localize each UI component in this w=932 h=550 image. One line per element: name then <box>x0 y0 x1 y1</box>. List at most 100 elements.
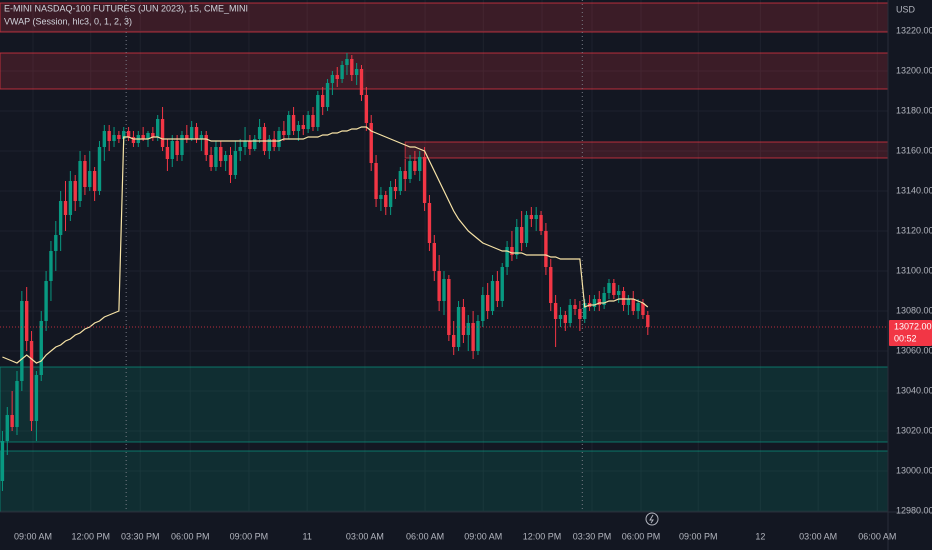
candle-body <box>592 299 597 307</box>
candle-body <box>631 299 635 311</box>
x-tick-label: 06:00 PM <box>171 531 210 541</box>
zone <box>404 141 889 159</box>
candle-body <box>549 267 553 303</box>
y-tick-label: 13080.00 <box>896 305 932 315</box>
candle-body <box>301 125 305 129</box>
candle-body <box>248 141 252 149</box>
last-price-label: 13072.00 <box>894 321 932 331</box>
candle-body <box>102 131 107 147</box>
candle-body <box>146 133 150 139</box>
countdown-label: 00:52 <box>894 333 917 343</box>
candle-body <box>612 283 616 295</box>
candle-body <box>131 137 136 143</box>
candle-body <box>369 123 373 163</box>
candle-body <box>243 141 247 147</box>
candle-body <box>44 281 48 321</box>
candle-body <box>427 203 432 243</box>
candle-body <box>122 131 126 139</box>
indicator-label: VWAP (Session, hlc3, 0, 1, 2, 3) <box>4 16 132 26</box>
candle-body <box>88 171 92 187</box>
candle-body <box>563 315 568 323</box>
candle-body <box>296 125 301 131</box>
x-tick-label: 12:00 PM <box>523 531 562 541</box>
candle-body <box>335 75 339 79</box>
candle-body <box>126 131 131 137</box>
y-tick-label: 13060.00 <box>896 345 932 355</box>
candle-body <box>291 115 296 131</box>
candle-body <box>578 309 582 319</box>
candle-body <box>539 215 543 231</box>
candle-body <box>20 301 24 381</box>
replay-icon[interactable] <box>645 512 659 526</box>
candle-body <box>194 127 199 139</box>
candle-body <box>461 307 466 335</box>
candle-body <box>10 415 14 427</box>
candle-body <box>636 303 640 311</box>
candle-body <box>534 215 538 219</box>
candle-body <box>189 127 194 139</box>
candle-body <box>505 247 509 267</box>
candle-body <box>277 131 281 147</box>
candle-body <box>456 307 461 347</box>
candle-body <box>616 291 621 295</box>
candle-body <box>63 201 68 215</box>
candle-body <box>466 323 470 335</box>
candle-body <box>393 187 398 191</box>
candle-body <box>495 281 500 301</box>
candle-body <box>78 161 82 201</box>
candle-body <box>485 295 490 311</box>
candle-body <box>185 135 189 139</box>
x-tick-label: 03:30 PM <box>573 531 612 541</box>
y-tick-label: 12980.00 <box>896 505 932 515</box>
x-tick-label: 03:30 PM <box>121 531 160 541</box>
candle-body <box>228 155 233 175</box>
candle-body <box>583 303 587 319</box>
candle-body <box>621 291 626 305</box>
x-tick-label: 03:00 AM <box>346 531 384 541</box>
zone <box>0 366 889 443</box>
candle-body <box>447 279 451 335</box>
y-tick-label: 13100.00 <box>896 265 932 275</box>
candle-body <box>374 163 378 199</box>
candle-body <box>544 231 548 267</box>
x-tick-label: 11 <box>302 531 311 541</box>
candle-body <box>209 155 213 167</box>
x-tick-label: 06:00 AM <box>858 531 896 541</box>
candle-body <box>92 171 97 191</box>
candle-body <box>233 151 238 175</box>
candle-body <box>432 243 436 271</box>
candle-body <box>442 279 446 301</box>
candle-body <box>68 181 73 215</box>
candle-body <box>282 131 286 135</box>
candle-body <box>359 69 364 95</box>
y-tick-label: 13000.00 <box>896 465 932 475</box>
x-tick-label: 09:00 PM <box>679 531 718 541</box>
candle-body <box>73 181 77 201</box>
candle-body <box>398 171 403 191</box>
x-tick-label: 03:00 AM <box>799 531 837 541</box>
candle-body <box>524 215 529 243</box>
candle-body <box>49 251 53 281</box>
candle-body <box>204 135 208 155</box>
y-tick-label: 13200.00 <box>896 65 932 75</box>
candle-body <box>0 441 5 481</box>
candle-body <box>418 157 422 171</box>
candle-body <box>83 161 87 187</box>
candle-body <box>107 131 111 141</box>
vwap-line <box>2 126 649 364</box>
candle-body <box>5 415 9 441</box>
candle-body <box>214 147 218 167</box>
candle-body <box>573 305 577 309</box>
x-tick-label: 09:00 PM <box>230 531 269 541</box>
candle-body <box>607 283 611 293</box>
candle-body <box>253 139 257 149</box>
y-tick-label: 13120.00 <box>896 225 932 235</box>
candle-body <box>180 135 184 155</box>
candle-body <box>24 301 29 341</box>
candle-body <box>39 321 43 375</box>
candle-body <box>223 155 228 161</box>
candle-body <box>325 83 330 107</box>
x-tick-label: 09:00 AM <box>14 531 52 541</box>
candle-body <box>34 375 39 421</box>
